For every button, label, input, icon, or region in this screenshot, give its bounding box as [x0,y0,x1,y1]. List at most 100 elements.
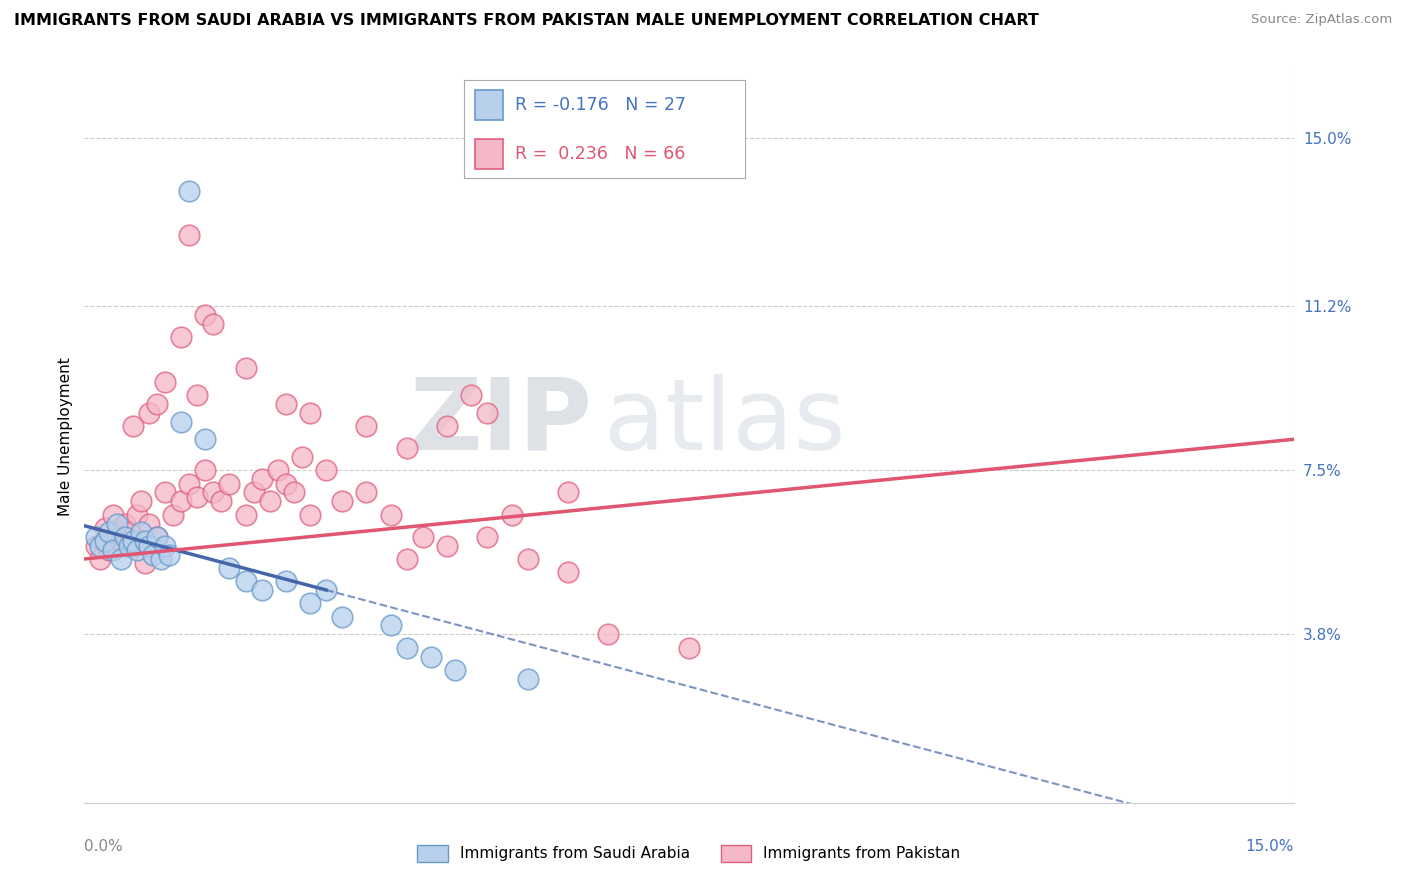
Bar [475,139,503,169]
Point [274,397,297,411]
Point [477,530,499,544]
Point [516,552,538,566]
Point [101,508,124,522]
Point [142,548,165,562]
Point [153,485,176,500]
Point [125,543,148,558]
Point [436,539,458,553]
Point [477,406,499,420]
Point [330,609,353,624]
Text: IMMIGRANTS FROM SAUDI ARABIA VS IMMIGRANTS FROM PAKISTAN MALE UNEMPLOYMENT CORRE: IMMIGRANTS FROM SAUDI ARABIA VS IMMIGRAN… [14,13,1039,29]
Point [118,539,141,553]
Point [138,516,160,531]
Point [380,618,402,632]
Point [121,539,143,553]
Text: ZIP: ZIP [409,374,592,471]
Text: atlas: atlas [605,374,846,471]
Point [125,508,148,522]
Point [86,530,108,544]
Point [444,663,467,677]
Point [93,521,115,535]
Text: R =  0.236   N = 66: R = 0.236 N = 66 [515,145,685,163]
Point [86,539,108,553]
Point [97,543,120,558]
Point [460,388,482,402]
Point [149,552,172,566]
Point [267,463,290,477]
Text: R = -0.176   N = 27: R = -0.176 N = 27 [515,95,686,114]
Point [412,530,434,544]
Point [202,317,225,331]
Point [179,184,201,198]
Point [110,552,132,566]
Point [110,534,132,549]
Point [194,432,217,446]
Point [138,406,160,420]
Point [395,640,418,655]
Point [291,450,314,464]
Point [259,494,281,508]
Point [121,534,143,549]
Point [299,596,322,610]
Point [356,419,378,434]
Point [242,485,264,500]
Point [170,415,193,429]
Point [315,582,337,597]
Point [121,419,143,434]
Point [138,539,160,553]
Point [235,574,257,589]
Point [274,476,297,491]
Point [557,566,579,580]
Point [129,525,152,540]
Point [250,472,273,486]
Point [209,494,232,508]
Point [162,508,184,522]
Point [105,516,128,531]
Point [146,530,169,544]
Point [114,530,136,544]
Point [436,419,458,434]
Point [202,485,225,500]
Point [101,543,124,558]
Point [250,582,273,597]
Y-axis label: Male Unemployment: Male Unemployment [58,358,73,516]
Point [218,561,240,575]
Point [179,228,201,243]
Point [89,539,111,553]
Point [501,508,523,522]
Point [157,548,180,562]
Point [420,649,443,664]
Point [330,494,353,508]
Point [179,476,201,491]
Point [170,330,193,344]
Point [235,361,257,376]
Point [97,525,120,540]
Point [274,574,297,589]
Point [89,552,111,566]
Point [557,485,579,500]
Point [146,530,169,544]
Point [134,534,156,549]
Point [105,530,128,544]
Point [598,627,620,641]
Text: 15.0%: 15.0% [1246,839,1294,855]
Point [134,557,156,571]
Point [218,476,240,491]
Legend: Immigrants from Saudi Arabia, Immigrants from Pakistan: Immigrants from Saudi Arabia, Immigrants… [411,838,967,868]
Point [186,490,208,504]
Point [146,397,169,411]
Point [194,308,217,322]
Point [235,508,257,522]
Point [118,525,141,540]
Point [299,406,322,420]
Point [114,516,136,531]
Bar [475,90,503,120]
Point [93,534,115,549]
Point [356,485,378,500]
Point [516,672,538,686]
Point [129,494,152,508]
Point [170,494,193,508]
Point [395,441,418,455]
Point [186,388,208,402]
Point [283,485,305,500]
